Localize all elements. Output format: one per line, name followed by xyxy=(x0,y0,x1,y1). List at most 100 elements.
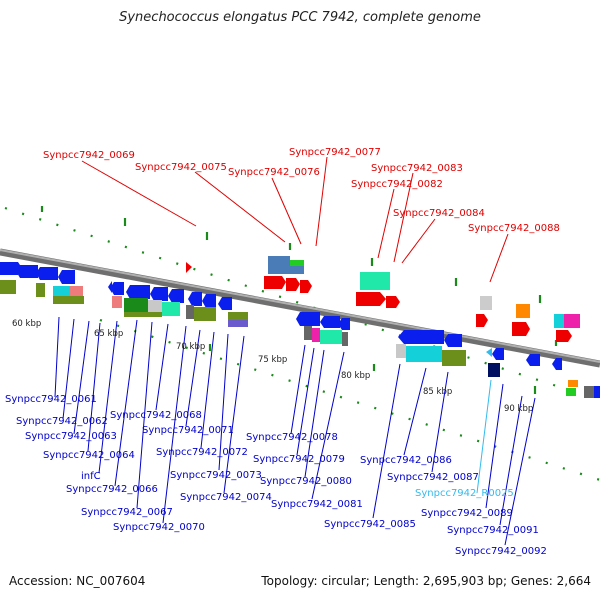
gene-label[interactable]: Synpcc7942_0064 xyxy=(43,450,135,461)
gene-block[interactable] xyxy=(228,312,248,320)
gene-label[interactable]: Synpcc7942_0077 xyxy=(289,147,381,158)
gene-arrow[interactable] xyxy=(150,287,168,301)
gene-arrow[interactable] xyxy=(36,267,58,280)
gene-block[interactable] xyxy=(53,286,70,296)
gene-label[interactable]: Synpcc7942_0088 xyxy=(468,223,560,234)
gene-block[interactable] xyxy=(124,298,148,312)
gene-arrow[interactable] xyxy=(512,322,530,336)
gene-block[interactable] xyxy=(360,272,390,290)
gene-label[interactable]: Synpcc7942_0076 xyxy=(228,167,320,178)
gene-arrow[interactable] xyxy=(202,294,216,308)
orf-dash-marks xyxy=(40,206,558,394)
gene-block[interactable] xyxy=(406,346,442,362)
gene-block[interactable] xyxy=(148,300,162,314)
tick-label: 60 kbp xyxy=(12,319,41,329)
gene-block[interactable] xyxy=(0,280,16,294)
gene-arrow[interactable] xyxy=(58,270,75,284)
bottom-labels: Synpcc7942_0061 Synpcc7942_0062 Synpcc79… xyxy=(5,394,547,557)
gene-block[interactable] xyxy=(442,350,466,366)
gene-arrow[interactable] xyxy=(552,358,562,370)
gene-arrow[interactable] xyxy=(356,292,386,306)
gene-label[interactable]: Synpcc7942_0082 xyxy=(351,179,443,190)
gene-block[interactable] xyxy=(480,296,492,310)
gene-label[interactable]: Synpcc7942_0066 xyxy=(66,484,158,495)
gene-label[interactable]: Synpcc7942_0086 xyxy=(360,455,452,466)
rna-feature[interactable] xyxy=(486,348,492,357)
gene-arrow[interactable] xyxy=(218,297,232,310)
gene-label[interactable]: Synpcc7942_0063 xyxy=(25,431,117,442)
gene-label[interactable]: Synpcc7942_0074 xyxy=(180,492,272,503)
map-title: Synechococcus elongatus PCC 7942, comple… xyxy=(119,10,481,25)
gene-block[interactable] xyxy=(304,326,312,340)
gene-label[interactable]: Synpcc7942_0075 xyxy=(135,162,227,173)
gene-arrow[interactable] xyxy=(492,348,504,360)
gene-label[interactable]: Synpcc7942_0079 xyxy=(253,454,345,465)
gene-arrow[interactable] xyxy=(186,262,192,273)
gene-label[interactable]: Synpcc7942_0061 xyxy=(5,394,97,405)
gene-block[interactable] xyxy=(228,320,248,327)
gene-arrow[interactable] xyxy=(188,292,202,306)
gene-arrow[interactable] xyxy=(338,318,350,330)
gene-arrow[interactable] xyxy=(16,265,38,278)
gene-block[interactable] xyxy=(342,332,348,346)
gene-arrow[interactable] xyxy=(526,354,540,366)
gene-block[interactable] xyxy=(568,380,578,387)
gene-label[interactable]: Synpcc7942_R0025 xyxy=(415,488,514,499)
gene-label[interactable]: Synpcc7942_0089 xyxy=(421,508,513,519)
gene-label[interactable]: Synpcc7942_0069 xyxy=(43,150,135,161)
gene-label[interactable]: Synpcc7942_0083 xyxy=(371,163,463,174)
gene-arrow[interactable] xyxy=(300,280,312,293)
gene-arrow[interactable] xyxy=(108,281,112,293)
gene-block[interactable] xyxy=(70,286,83,296)
gene-label[interactable]: Synpcc7942_0067 xyxy=(81,507,173,518)
gene-block[interactable] xyxy=(594,386,600,398)
gene-label[interactable]: Synpcc7942_0070 xyxy=(113,522,205,533)
gene-block[interactable] xyxy=(268,256,290,268)
gene-block[interactable] xyxy=(396,344,406,358)
gene-arrow[interactable] xyxy=(126,285,150,299)
gene-label[interactable]: Synpcc7942_0091 xyxy=(447,525,539,536)
gene-label[interactable]: infC xyxy=(81,471,101,482)
gene-block[interactable] xyxy=(186,305,194,319)
gene-arrow[interactable] xyxy=(398,330,444,344)
gene-arrow[interactable] xyxy=(386,296,400,308)
gene-arrow[interactable] xyxy=(264,276,286,289)
gene-label[interactable]: Synpcc7942_0081 xyxy=(271,499,363,510)
gene-label[interactable]: Synpcc7942_0072 xyxy=(156,447,248,458)
gene-block[interactable] xyxy=(194,307,216,321)
gene-block[interactable] xyxy=(112,296,122,308)
gene-label[interactable]: Synpcc7942_0062 xyxy=(16,416,108,427)
gene-block[interactable] xyxy=(162,302,180,316)
gene-block[interactable] xyxy=(488,363,500,377)
gene-arrow[interactable] xyxy=(320,316,340,328)
gene-arrow[interactable] xyxy=(286,278,300,291)
gene-label[interactable]: Synpcc7942_0084 xyxy=(393,208,485,219)
gene-block[interactable] xyxy=(566,388,576,396)
gene-arrow[interactable] xyxy=(168,289,184,303)
gene-label[interactable]: Synpcc7942_0092 xyxy=(455,546,547,557)
gene-block[interactable] xyxy=(564,314,580,328)
gene-label[interactable]: Synpcc7942_0068 xyxy=(110,410,202,421)
gene-features[interactable] xyxy=(0,256,600,398)
gene-block[interactable] xyxy=(584,386,594,398)
gene-label[interactable]: Synpcc7942_0080 xyxy=(260,476,352,487)
gene-label[interactable]: Synpcc7942_0078 xyxy=(246,432,338,443)
gene-arrow[interactable] xyxy=(296,312,320,326)
gene-block[interactable] xyxy=(516,304,530,318)
gene-arrow[interactable] xyxy=(444,334,462,347)
gene-label[interactable]: Synpcc7942_0071 xyxy=(142,425,234,436)
gene-block[interactable] xyxy=(554,314,564,328)
gene-block[interactable] xyxy=(312,328,320,342)
gene-label[interactable]: Synpcc7942_0073 xyxy=(170,470,262,481)
gene-block[interactable] xyxy=(53,296,84,304)
gene-block[interactable] xyxy=(36,283,45,297)
tick-label: 80 kbp xyxy=(341,371,370,381)
gene-label[interactable]: Synpcc7942_0085 xyxy=(324,519,416,530)
gene-arrow[interactable] xyxy=(110,282,124,295)
gene-label[interactable]: Synpcc7942_0087 xyxy=(387,472,479,483)
gene-arrow[interactable] xyxy=(556,330,572,342)
gene-arrow[interactable] xyxy=(476,314,488,327)
gene-block[interactable] xyxy=(290,260,304,267)
gene-block[interactable] xyxy=(320,330,342,344)
